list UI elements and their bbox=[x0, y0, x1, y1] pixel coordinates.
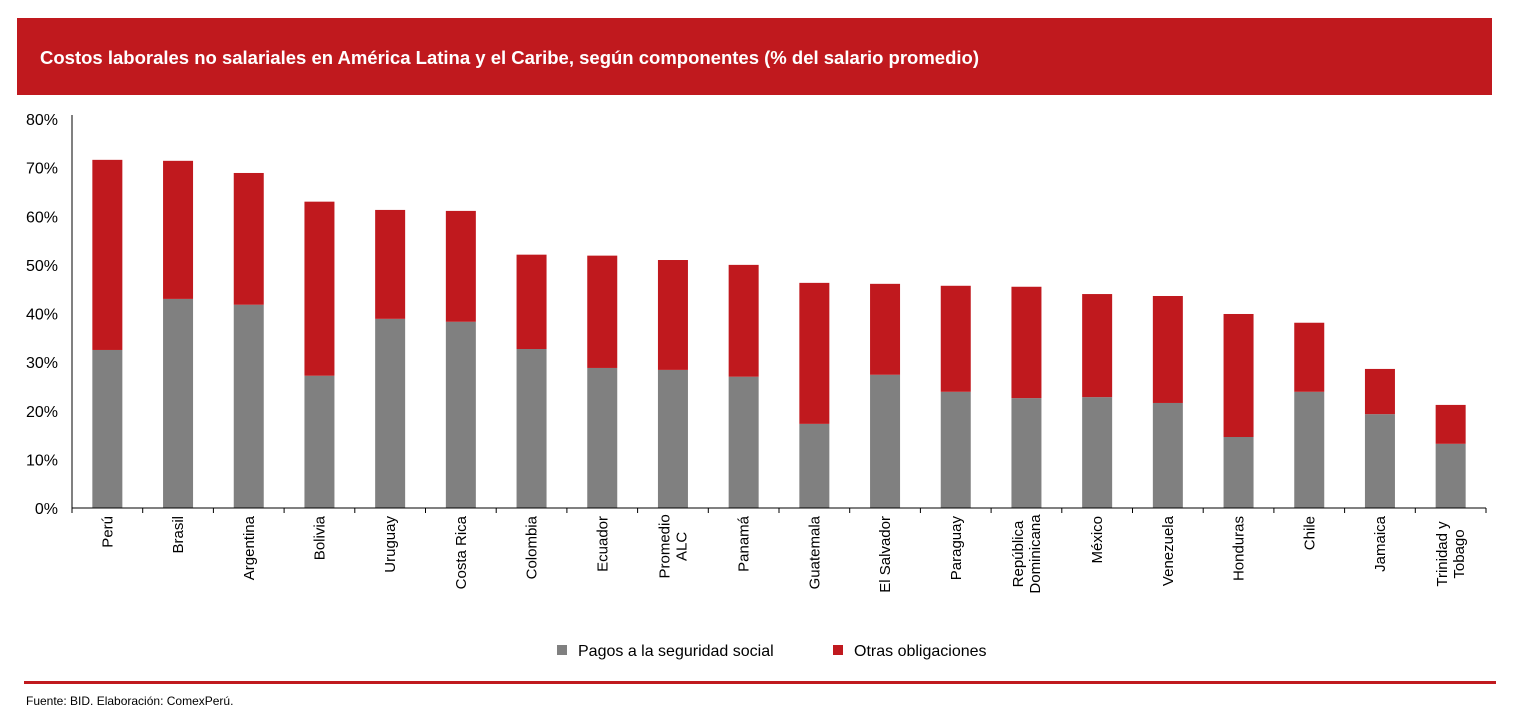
x-tick-label: RepúblicaDominicana bbox=[1010, 514, 1044, 594]
bar-otras-obligaciones bbox=[1294, 322, 1325, 392]
chart-title: Costos laborales no salariales en Améric… bbox=[40, 47, 979, 68]
y-tick-label: 0% bbox=[35, 501, 58, 518]
x-tick-label: México bbox=[1089, 516, 1106, 564]
bar-seguridad-social bbox=[1435, 443, 1466, 508]
y-tick-label: 40% bbox=[26, 307, 58, 324]
y-tick-label: 60% bbox=[26, 209, 58, 226]
bar-otras-obligaciones bbox=[445, 210, 476, 322]
bar-otras-obligaciones bbox=[1435, 404, 1466, 444]
bar-otras-obligaciones bbox=[233, 172, 264, 305]
footer-divider bbox=[24, 681, 1496, 684]
bar-otras-obligaciones bbox=[304, 201, 335, 376]
bar-seguridad-social bbox=[304, 375, 335, 508]
bar-otras-obligaciones bbox=[163, 160, 194, 299]
bar-otras-obligaciones bbox=[1364, 368, 1395, 415]
bar-seguridad-social bbox=[799, 423, 830, 508]
bar-otras-obligaciones bbox=[870, 283, 901, 375]
x-tick-label: Chile bbox=[1301, 516, 1318, 550]
bar-seguridad-social bbox=[1294, 391, 1325, 508]
bar-seguridad-social bbox=[1223, 437, 1254, 508]
x-tick-label: Brasil bbox=[170, 516, 187, 554]
bar-seguridad-social bbox=[233, 304, 264, 508]
legend-label: Pagos a la seguridad social bbox=[578, 643, 774, 660]
bar-otras-obligaciones bbox=[940, 285, 971, 392]
bar-otras-obligaciones bbox=[1223, 313, 1254, 438]
source-note: Fuente: BID. Elaboración: ComexPerú. bbox=[26, 694, 234, 708]
legend-swatch bbox=[833, 645, 843, 655]
x-tick-label: Perú bbox=[99, 516, 116, 548]
x-tick-label: Guatemala bbox=[806, 515, 823, 589]
legend-swatch bbox=[557, 645, 567, 655]
x-tick-label: Trinidad yTobago bbox=[1434, 521, 1468, 587]
x-tick-label: Jamaica bbox=[1372, 515, 1389, 572]
bar-seguridad-social bbox=[657, 369, 688, 508]
x-tick-label: Venezuela bbox=[1160, 515, 1177, 586]
bar-otras-obligaciones bbox=[1011, 286, 1042, 399]
y-tick-label: 30% bbox=[26, 355, 58, 372]
bar-otras-obligaciones bbox=[799, 282, 830, 424]
x-tick-label: Bolivia bbox=[311, 515, 328, 560]
x-tick-label: Uruguay bbox=[382, 516, 399, 573]
bar-otras-obligaciones bbox=[92, 159, 123, 350]
x-tick-label: Costa Rica bbox=[453, 515, 470, 589]
bar-seguridad-social bbox=[587, 367, 618, 508]
bar-seguridad-social bbox=[516, 348, 547, 508]
bar-seguridad-social bbox=[1082, 397, 1113, 508]
bar-seguridad-social bbox=[92, 349, 123, 508]
x-tick-label: El Salvador bbox=[877, 516, 894, 593]
x-tick-label: Panamá bbox=[736, 515, 753, 572]
bar-seguridad-social bbox=[940, 391, 971, 508]
bar-otras-obligaciones bbox=[375, 209, 406, 319]
title-bar: Costos laborales no salariales en Améric… bbox=[17, 18, 1492, 95]
y-tick-label: 20% bbox=[26, 404, 58, 421]
x-tick-label: Argentina bbox=[241, 515, 258, 580]
y-tick-label: 70% bbox=[26, 161, 58, 178]
bar-seguridad-social bbox=[728, 376, 759, 508]
x-tick-label: Paraguay bbox=[948, 516, 965, 581]
x-tick-label: Colombia bbox=[524, 515, 541, 579]
x-tick-label: Ecuador bbox=[594, 516, 611, 572]
bar-seguridad-social bbox=[375, 318, 406, 508]
bar-seguridad-social bbox=[1011, 398, 1042, 508]
bar-seguridad-social bbox=[1152, 402, 1183, 508]
bar-otras-obligaciones bbox=[1152, 295, 1183, 403]
bar-seguridad-social bbox=[445, 321, 476, 508]
x-tick-label: PromedioALC bbox=[656, 514, 690, 578]
y-tick-label: 10% bbox=[26, 452, 58, 469]
y-tick-label: 80% bbox=[26, 112, 58, 129]
x-tick-label: Honduras bbox=[1231, 516, 1248, 581]
legend-label: Otras obligaciones bbox=[854, 643, 987, 660]
bar-otras-obligaciones bbox=[728, 264, 759, 377]
y-tick-label: 50% bbox=[26, 258, 58, 275]
bar-seguridad-social bbox=[1364, 414, 1395, 508]
bar-seguridad-social bbox=[163, 298, 194, 508]
bar-otras-obligaciones bbox=[516, 254, 547, 349]
bar-otras-obligaciones bbox=[657, 260, 688, 370]
bar-otras-obligaciones bbox=[1082, 294, 1113, 398]
bar-otras-obligaciones bbox=[587, 255, 618, 368]
bar-seguridad-social bbox=[870, 374, 901, 508]
